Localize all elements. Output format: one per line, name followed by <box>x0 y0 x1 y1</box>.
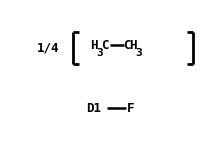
Text: D1: D1 <box>86 102 101 115</box>
Text: C: C <box>101 39 109 52</box>
Text: 1/4: 1/4 <box>37 41 60 54</box>
Text: H: H <box>129 39 136 52</box>
Text: C: C <box>124 39 131 52</box>
Text: 3: 3 <box>135 48 142 58</box>
Text: F: F <box>127 102 134 115</box>
Text: 3: 3 <box>96 48 103 58</box>
Text: H: H <box>90 39 97 52</box>
